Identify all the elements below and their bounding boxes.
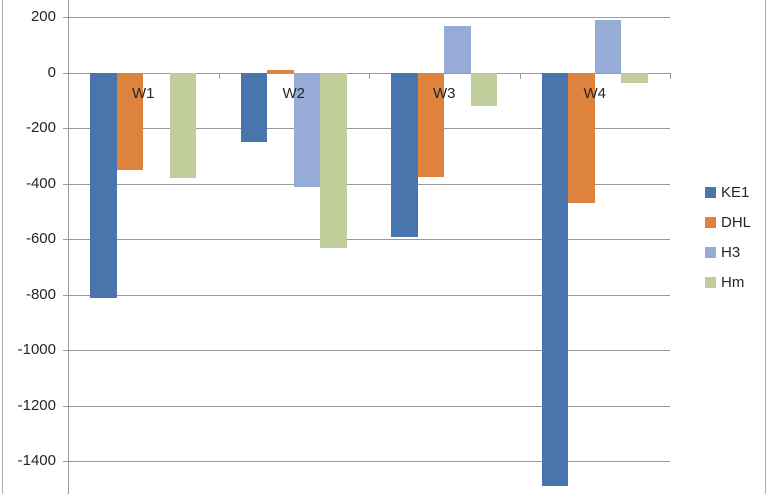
legend-item-H3[interactable]: H3: [705, 237, 751, 267]
x-axis-tick: [369, 72, 370, 79]
bar-Hm-W2[interactable]: [320, 72, 347, 248]
y-axis-tick: [63, 294, 68, 296]
legend-item-Hm[interactable]: Hm: [705, 267, 751, 297]
legend-item-KE1[interactable]: KE1: [705, 177, 751, 207]
gridline: [68, 461, 670, 463]
y-axis-tick-label: 0: [47, 63, 56, 81]
x-axis-tick: [218, 72, 220, 79]
category-label: W2: [282, 85, 306, 102]
bar-DHL-W1[interactable]: [116, 72, 144, 170]
chart-right-border: [765, 0, 766, 494]
bar-Hm-W4[interactable]: [621, 72, 648, 83]
y-axis-tick: [63, 183, 68, 185]
bar-KE1-W4[interactable]: [541, 72, 569, 487]
legend-swatch-icon: [705, 186, 716, 198]
y-axis-tick: [63, 239, 68, 241]
chart-left-border: [2, 0, 3, 494]
y-axis-tick-label: -400: [25, 174, 56, 192]
y-axis-tick-label: -1000: [17, 341, 56, 359]
bar-KE1-W2[interactable]: [240, 72, 268, 143]
gridline: [68, 239, 670, 241]
bar-Hm-W3[interactable]: [470, 72, 498, 107]
y-axis-tick-label: -600: [25, 230, 56, 248]
category-label: W3: [433, 85, 456, 102]
legend-item-label: Hm: [721, 273, 745, 291]
bar-KE1-W3[interactable]: [391, 72, 418, 237]
legend-item-label: KE1: [721, 183, 750, 201]
category-label: W1: [132, 85, 155, 102]
gridline: [68, 294, 670, 296]
legend-swatch-icon: [705, 216, 716, 228]
y-axis-tick: [63, 17, 68, 19]
gridline: [68, 350, 670, 352]
x-axis-tick: [519, 72, 521, 79]
legend-item-label: H3: [721, 243, 741, 261]
bar-DHL-W3[interactable]: [417, 72, 445, 177]
x-axis-tick: [670, 72, 671, 79]
y-axis-tick: [63, 128, 68, 130]
bar-DHL-W4[interactable]: [568, 72, 595, 204]
legend: KE1 DHL H3 Hm: [705, 177, 751, 297]
category-label: W4: [583, 85, 607, 102]
y-axis-tick-label: -800: [25, 285, 56, 303]
legend-item-DHL[interactable]: DHL: [705, 207, 751, 237]
bar-DHL-W2[interactable]: [267, 70, 294, 73]
y-axis-tick-label: -1400: [17, 452, 56, 470]
y-axis-tick-label: -1200: [17, 396, 56, 414]
bar-H3-W2[interactable]: [293, 72, 321, 187]
bar-H3-W4[interactable]: [594, 20, 622, 73]
y-axis-tick: [63, 72, 68, 74]
y-axis-tick: [63, 461, 68, 463]
y-axis-tick-label: -200: [25, 119, 56, 137]
y-axis-tick-label: 200: [30, 8, 56, 26]
legend-swatch-icon: [705, 276, 716, 288]
bar-H3-W3[interactable]: [444, 25, 471, 73]
gridline: [68, 183, 670, 185]
legend-swatch-icon: [705, 246, 716, 258]
legend-item-label: DHL: [721, 213, 752, 231]
gridline: [68, 17, 670, 19]
bar-KE1-W1[interactable]: [90, 72, 117, 298]
gridline: [68, 128, 670, 130]
bar-Hm-W1[interactable]: [169, 72, 197, 179]
gridline: [68, 405, 670, 407]
y-axis-line: [68, 0, 69, 494]
y-axis-tick: [63, 405, 68, 407]
y-axis-tick: [63, 350, 68, 352]
